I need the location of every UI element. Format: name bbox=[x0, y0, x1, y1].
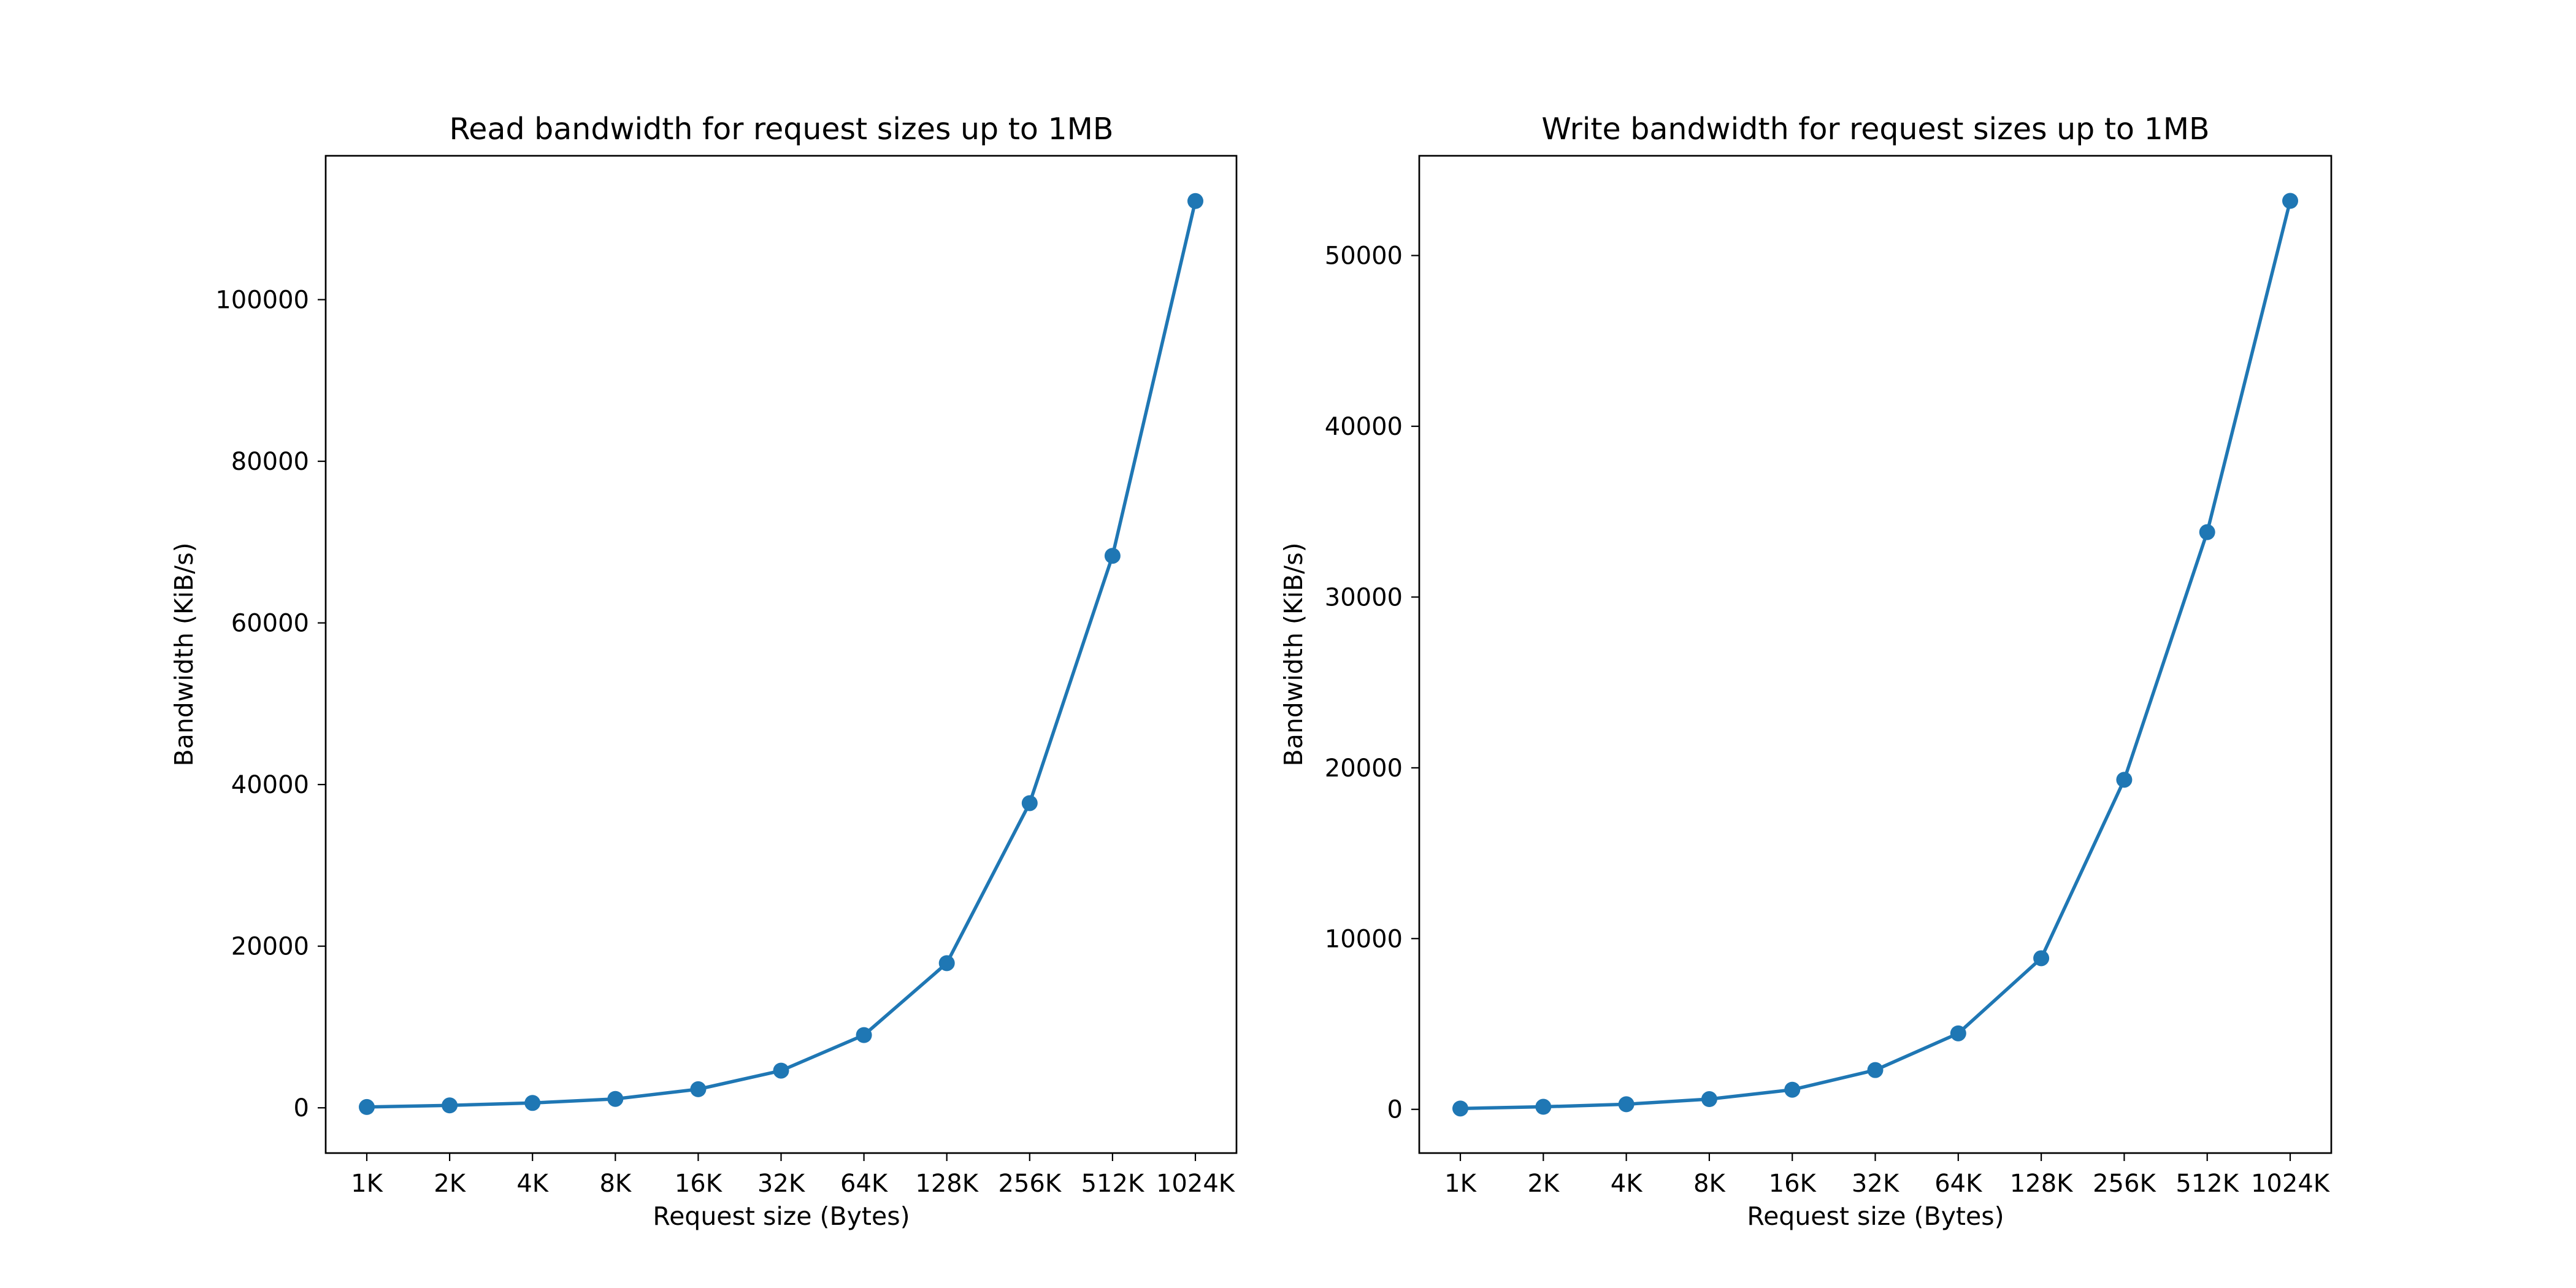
write-series bbox=[1452, 193, 2298, 1117]
write-data-point bbox=[2199, 524, 2215, 540]
read-data-point bbox=[359, 1098, 375, 1115]
write-data-point bbox=[1452, 1100, 1468, 1117]
write-data-point bbox=[1535, 1098, 1552, 1115]
write-y-tick-label: 10000 bbox=[1325, 925, 1403, 953]
write-data-point bbox=[2033, 950, 2050, 967]
write-x-ticks: 1K 2K 4K 8K 16K 32K 64K 128K 256K 512K 1024K bbox=[1444, 1153, 2331, 1198]
read-x-tick-label: 8K bbox=[599, 1170, 632, 1198]
read-x-tick-label: 1K bbox=[351, 1170, 383, 1198]
write-data-point bbox=[2116, 772, 2133, 788]
read-data-point bbox=[1104, 548, 1121, 564]
read-x-tick-label: 32K bbox=[757, 1170, 806, 1198]
read-y-tick-label: 80000 bbox=[231, 448, 309, 476]
read-data-point bbox=[607, 1091, 624, 1107]
read-series bbox=[359, 193, 1203, 1115]
write-data-point bbox=[1867, 1062, 1884, 1078]
read-y-ticks: 0 20000 40000 60000 80000 100000 bbox=[215, 286, 326, 1122]
write-y-tick-label: 40000 bbox=[1325, 413, 1403, 441]
write-x-tick-label: 4K bbox=[1611, 1170, 1643, 1198]
write-data-point bbox=[1950, 1025, 1966, 1041]
write-x-tick-label: 64K bbox=[1934, 1170, 1983, 1198]
write-x-tick-label: 16K bbox=[1769, 1170, 1817, 1198]
read-x-tick-label: 128K bbox=[915, 1170, 979, 1198]
read-x-tick-label: 1024K bbox=[1156, 1170, 1236, 1198]
write-data-point bbox=[2282, 193, 2298, 209]
read-x-ticks: 1K 2K 4K 8K 16K 32K 64K 128K 256K 512K 1024K bbox=[351, 1153, 1236, 1198]
write-chart-title: Write bandwidth for request sizes up to … bbox=[1541, 112, 2209, 147]
read-data-point bbox=[938, 955, 955, 972]
write-bandwidth-chart: Write bandwidth for request sizes up to … bbox=[1279, 112, 2333, 1231]
read-series-line bbox=[365, 199, 1197, 1109]
read-data-point bbox=[524, 1095, 541, 1111]
read-x-tick-label: 4K bbox=[516, 1170, 549, 1198]
write-plot-frame bbox=[1418, 155, 2333, 1154]
read-bandwidth-chart: Read bandwidth for request sizes up to 1… bbox=[169, 112, 1238, 1231]
write-y-tick-label: 0 bbox=[1387, 1096, 1403, 1124]
read-y-tick-label: 40000 bbox=[231, 771, 309, 799]
read-data-point bbox=[1187, 193, 1203, 209]
write-series-line bbox=[1459, 199, 2292, 1111]
read-data-point bbox=[1021, 795, 1038, 811]
read-x-tick-label: 64K bbox=[840, 1170, 889, 1198]
read-y-tick-label: 60000 bbox=[231, 610, 309, 638]
write-y-tick-label: 30000 bbox=[1325, 583, 1403, 611]
write-x-tick-label: 1K bbox=[1444, 1170, 1477, 1198]
write-x-tick-label: 1024K bbox=[2251, 1170, 2331, 1198]
read-x-axis-label: Request size (Bytes) bbox=[653, 1202, 910, 1231]
read-y-tick-label: 0 bbox=[294, 1094, 309, 1122]
write-data-point bbox=[1784, 1081, 1801, 1098]
read-data-point bbox=[442, 1097, 458, 1114]
read-data-point bbox=[773, 1062, 789, 1079]
write-x-tick-label: 8K bbox=[1693, 1170, 1726, 1198]
write-y-tick-label: 50000 bbox=[1325, 242, 1403, 270]
write-y-ticks: 0 10000 20000 30000 40000 50000 bbox=[1325, 242, 1419, 1124]
read-plot-frame bbox=[324, 155, 1238, 1154]
read-chart-title: Read bandwidth for request sizes up to 1… bbox=[449, 112, 1113, 147]
read-y-tick-label: 100000 bbox=[215, 286, 309, 315]
read-data-point bbox=[856, 1027, 872, 1043]
write-x-tick-label: 512K bbox=[2175, 1170, 2239, 1198]
read-x-tick-label: 2K bbox=[434, 1170, 466, 1198]
read-x-tick-label: 16K bbox=[675, 1170, 723, 1198]
write-y-axis-label: Bandwidth (KiB/s) bbox=[1279, 543, 1308, 767]
write-x-tick-label: 128K bbox=[2010, 1170, 2074, 1198]
write-data-point bbox=[1701, 1091, 1717, 1108]
write-x-tick-label: 256K bbox=[2093, 1170, 2156, 1198]
read-x-tick-label: 512K bbox=[1081, 1170, 1145, 1198]
write-y-tick-label: 20000 bbox=[1325, 754, 1403, 783]
read-x-tick-label: 256K bbox=[999, 1170, 1062, 1198]
read-data-point bbox=[690, 1081, 707, 1097]
read-y-tick-label: 20000 bbox=[231, 933, 309, 961]
write-x-axis-label: Request size (Bytes) bbox=[1747, 1202, 2004, 1231]
read-y-axis-label: Bandwidth (KiB/s) bbox=[169, 543, 199, 767]
write-x-tick-label: 2K bbox=[1527, 1170, 1560, 1198]
write-data-point bbox=[1618, 1096, 1635, 1113]
write-x-tick-label: 32K bbox=[1852, 1170, 1900, 1198]
